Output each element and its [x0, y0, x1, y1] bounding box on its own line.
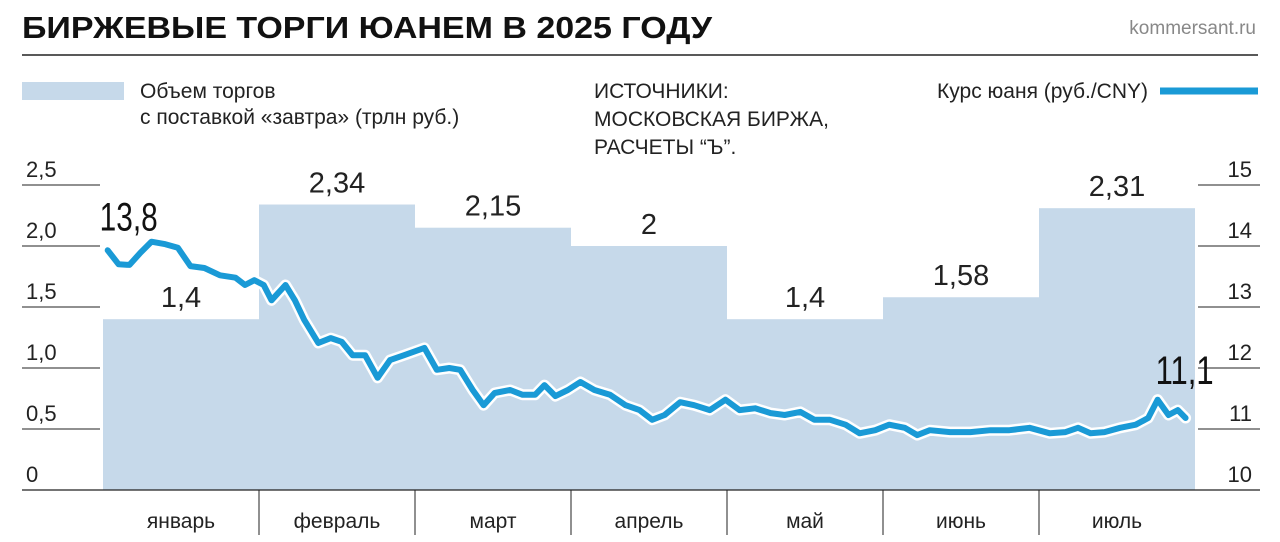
right-tick-label: 13	[1228, 279, 1252, 304]
bar-июль	[1039, 208, 1195, 490]
bar-value-label: 1,4	[785, 282, 825, 314]
bar-value-label: 1,4	[161, 282, 201, 314]
left-tick-label: 1,0	[26, 340, 57, 365]
bar-март	[415, 227, 571, 490]
month-label: апрель	[615, 510, 684, 533]
right-tick-label: 12	[1228, 340, 1252, 365]
bar-value-label: 2	[641, 209, 657, 241]
right-tick-label: 10	[1228, 462, 1252, 487]
legend-volume-swatch	[22, 82, 124, 100]
left-tick-label: 2,5	[26, 157, 57, 182]
bar-value-label: 1,58	[933, 260, 989, 292]
left-tick-label: 0	[26, 462, 38, 487]
bar-value-label: 2,34	[309, 168, 365, 200]
source-line3: РАСЧЕТЫ “Ъ”.	[594, 136, 736, 159]
month-label: май	[786, 510, 824, 533]
source-line2: МОСКОВСКАЯ БИРЖА,	[594, 108, 829, 131]
right-tick-label: 15	[1228, 157, 1252, 182]
month-label: июнь	[936, 510, 986, 533]
legend-volume-line2: с поставкой «завтра» (трлн руб.)	[140, 106, 459, 129]
rate-line	[104, 238, 1189, 439]
month-label: июль	[1092, 510, 1142, 533]
left-tick-label: 2,0	[26, 218, 57, 243]
bar-value-label: 2,15	[465, 191, 521, 223]
bar-февраль	[259, 204, 415, 490]
chart-title: БИРЖЕВЫЕ ТОРГИ ЮАНЕМ В 2025 ГОДУ	[22, 10, 713, 45]
source-line1: ИСТОЧНИКИ:	[594, 80, 729, 103]
right-tick-label: 14	[1228, 218, 1252, 243]
rate-annotation: 13,8	[100, 195, 158, 239]
left-tick-label: 1,5	[26, 279, 57, 304]
bar-январь	[103, 319, 259, 490]
bar-value-label: 2,31	[1089, 171, 1145, 203]
bar-июнь	[883, 297, 1039, 490]
legend-rate-label: Курс юаня (руб./CNY)	[937, 80, 1148, 103]
month-label: март	[470, 510, 517, 533]
site-label: kommersant.ru	[1129, 18, 1256, 39]
legend-volume-line1: Объем торгов	[140, 80, 276, 103]
month-label: январь	[147, 510, 215, 533]
bar-апрель	[571, 246, 727, 490]
right-tick-label: 11	[1229, 401, 1252, 426]
left-tick-label: 0,5	[26, 401, 57, 426]
rate-annotation: 11,1	[1156, 349, 1214, 393]
month-label: февраль	[294, 510, 381, 533]
